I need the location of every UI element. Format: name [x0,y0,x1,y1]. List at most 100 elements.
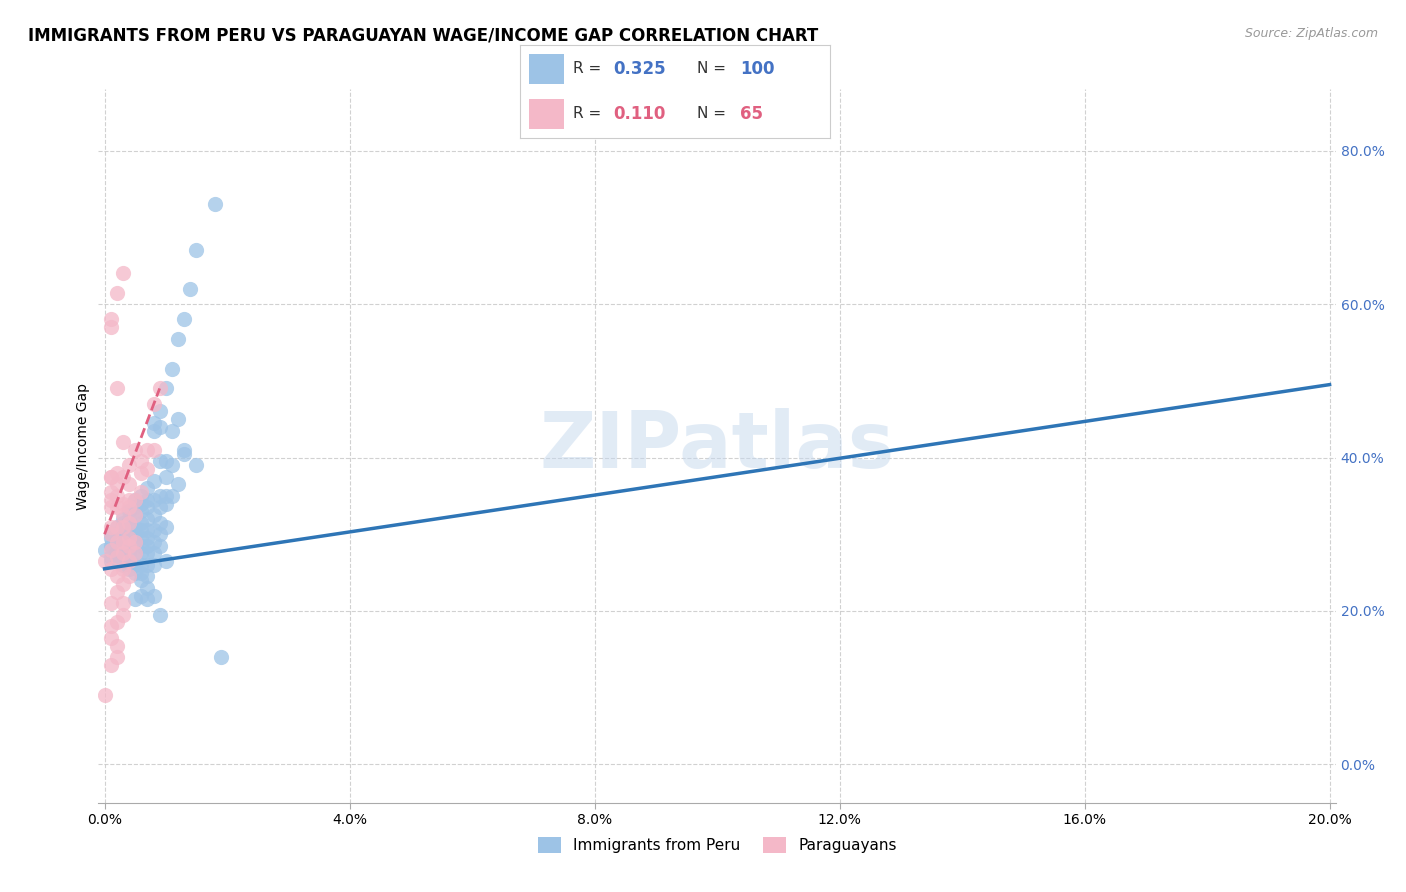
Point [100,531,122,545]
Point [142,474,165,488]
Point [129,531,152,545]
Point [105,285,128,300]
Text: 65: 65 [740,105,763,123]
Point [129,589,152,603]
Point [149,489,172,503]
Point [100,469,122,483]
Point [111,519,134,533]
Point [105,531,128,545]
Point [136,481,159,495]
Point [105,639,128,653]
Text: 0.110: 0.110 [613,105,665,123]
Point [100,550,122,565]
Point [118,500,141,515]
Point [142,397,165,411]
Point [160,362,183,376]
Point [124,592,146,607]
Point [124,492,146,507]
Point [105,535,128,549]
Point [111,554,134,568]
Point [124,508,146,522]
Point [100,312,122,326]
Point [173,447,195,461]
Point [179,282,201,296]
Point [160,424,183,438]
Point [129,504,152,518]
Point [142,442,165,457]
Point [124,527,146,541]
Point [118,531,141,545]
Text: 100: 100 [740,60,775,78]
Point [142,424,165,438]
Point [105,650,128,665]
Point [118,527,141,541]
Point [111,542,134,557]
Point [93,689,115,703]
Point [136,512,159,526]
Point [129,566,152,580]
Point [93,554,115,568]
Point [149,539,172,553]
Point [100,539,122,553]
Text: IMMIGRANTS FROM PERU VS PARAGUAYAN WAGE/INCOME GAP CORRELATION CHART: IMMIGRANTS FROM PERU VS PARAGUAYAN WAGE/… [28,27,818,45]
Point [118,512,141,526]
Point [129,485,152,500]
Y-axis label: Wage/Income Gap: Wage/Income Gap [76,383,90,509]
Point [105,519,128,533]
Point [149,500,172,515]
Point [118,458,141,473]
Point [136,500,159,515]
Point [129,524,152,538]
Point [93,542,115,557]
Point [111,508,134,522]
Point [105,569,128,583]
Point [136,569,159,583]
Point [118,554,141,568]
Point [136,546,159,560]
Point [167,332,190,346]
Point [124,535,146,549]
Point [100,596,122,610]
Point [129,539,152,553]
Point [142,558,165,572]
Point [155,454,177,468]
Point [173,312,195,326]
Point [142,492,165,507]
Text: N =: N = [696,106,730,121]
Point [118,516,141,530]
Point [136,539,159,553]
Point [118,546,141,560]
Point [118,554,141,568]
Point [160,458,183,473]
Text: N =: N = [696,62,730,77]
Point [142,535,165,549]
Point [124,500,146,515]
Point [136,558,159,572]
Point [105,542,128,557]
Point [105,519,128,533]
Point [111,550,134,565]
Point [118,539,141,553]
Point [129,546,152,560]
Point [105,477,128,491]
Point [155,489,177,503]
Point [105,535,128,549]
Point [149,404,172,418]
Point [100,527,122,541]
Point [173,442,195,457]
Point [124,558,146,572]
Point [111,577,134,591]
Legend: Immigrants from Peru, Paraguayans: Immigrants from Peru, Paraguayans [531,831,903,859]
Point [111,497,134,511]
Point [149,454,172,468]
Point [105,546,128,560]
Point [155,554,177,568]
Text: R =: R = [572,106,606,121]
Point [118,539,141,553]
Point [100,320,122,334]
Point [142,416,165,430]
Point [111,516,134,530]
Point [129,497,152,511]
Point [100,519,122,533]
Point [118,492,141,507]
